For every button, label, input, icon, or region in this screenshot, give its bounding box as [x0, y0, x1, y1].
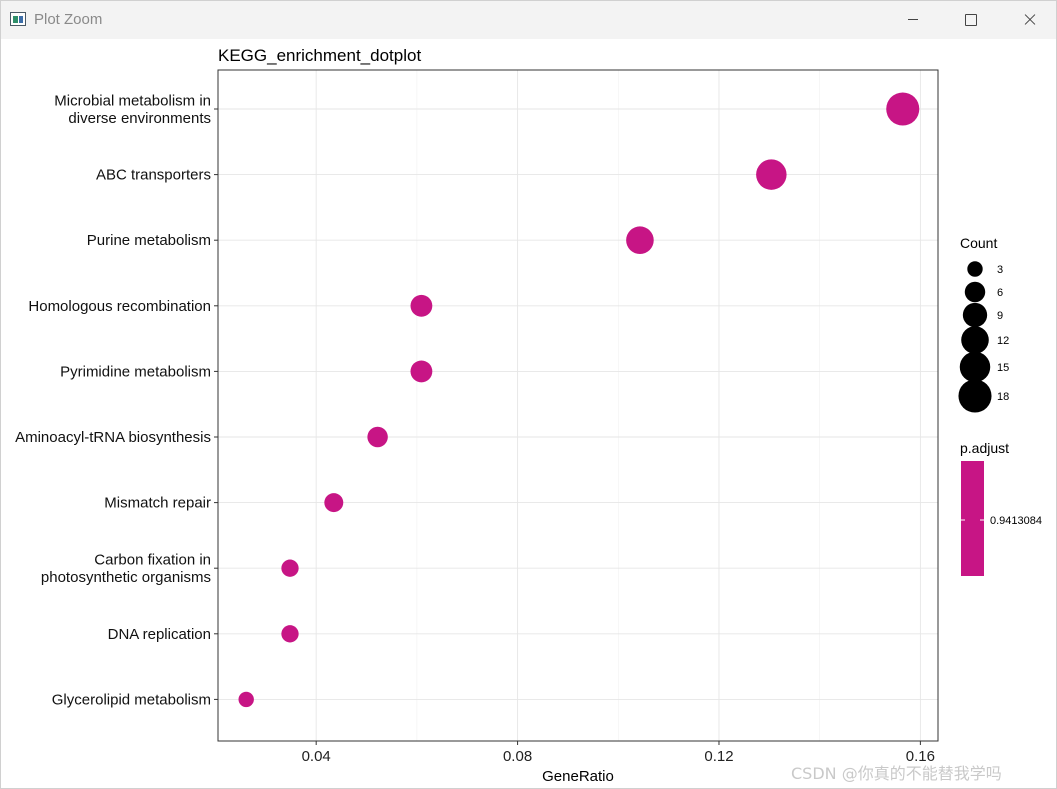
window-titlebar[interactable]: Plot Zoom: [1, 1, 1056, 39]
data-points: [238, 92, 920, 708]
size-legend-key: [967, 261, 983, 277]
y-tick-label: diverse environments: [68, 110, 211, 127]
data-point: [324, 493, 344, 513]
data-point: [756, 159, 787, 190]
data-point: [281, 559, 299, 577]
minimize-icon[interactable]: [883, 1, 943, 39]
size-legend-key: [961, 326, 989, 354]
y-tick-label: photosynthetic organisms: [41, 569, 211, 586]
y-tick-label: Pyrimidine metabolism: [60, 363, 211, 380]
size-legend-label: 18: [997, 391, 1009, 403]
plot-grid: [218, 70, 938, 741]
data-point: [367, 426, 388, 448]
size-legend-key: [964, 281, 986, 303]
size-legend-label: 9: [997, 310, 1003, 322]
y-tick-label: DNA replication: [108, 626, 211, 643]
y-tick-label: Mismatch repair: [104, 495, 211, 512]
y-tick-label: Carbon fixation in: [94, 551, 211, 568]
size-legend: 3 6 9 12 15 18: [958, 261, 1009, 413]
window-title: Plot Zoom: [34, 11, 103, 28]
x-tick-label: 0.16: [906, 748, 935, 765]
maximize-icon[interactable]: [941, 1, 1001, 39]
y-tick-label: Microbial metabolism in: [54, 92, 211, 109]
y-tick-label: Homologous recombination: [28, 298, 211, 315]
size-legend-key: [958, 379, 992, 413]
data-point: [238, 691, 254, 708]
y-tick-label: Purine metabolism: [87, 232, 211, 249]
x-axis-title: GeneRatio: [542, 768, 614, 785]
data-point: [626, 226, 654, 254]
chart-title: KEGG_enrichment_dotplot: [218, 46, 421, 65]
y-tick-label: Glycerolipid metabolism: [52, 691, 211, 708]
close-icon[interactable]: [999, 1, 1057, 39]
data-point: [410, 294, 433, 317]
y-tick-label: Aminoacyl-tRNA biosynthesis: [15, 429, 211, 446]
color-legend-title: p.adjust: [960, 440, 1009, 456]
size-legend-key: [959, 351, 991, 383]
y-tick-label: ABC transporters: [96, 167, 211, 184]
color-legend-label: 0.9413084: [990, 515, 1042, 527]
csdn-watermark: CSDN @你真的不能替我学吗: [791, 764, 1002, 783]
kegg-dotplot-chart: KEGG_enrichment_dotplot Microbial metabo…: [15, 46, 1042, 785]
size-legend-title: Count: [960, 235, 997, 251]
plot-zoom-app-icon: [10, 12, 26, 26]
x-tick-label: 0.12: [704, 748, 733, 765]
size-legend-label: 12: [997, 335, 1009, 347]
plot-panel-border: [217, 69, 939, 742]
data-point: [886, 92, 920, 126]
x-axis-ticks: 0.04 0.08 0.12 0.16: [302, 741, 935, 765]
size-legend-key: [962, 302, 988, 328]
data-point: [410, 360, 433, 383]
data-point: [281, 625, 299, 643]
x-tick-label: 0.08: [503, 748, 532, 765]
x-tick-label: 0.04: [302, 748, 331, 765]
size-legend-label: 15: [997, 362, 1009, 374]
size-legend-label: 6: [997, 287, 1003, 299]
color-legend-bar: [961, 461, 984, 576]
size-legend-label: 3: [997, 264, 1003, 276]
